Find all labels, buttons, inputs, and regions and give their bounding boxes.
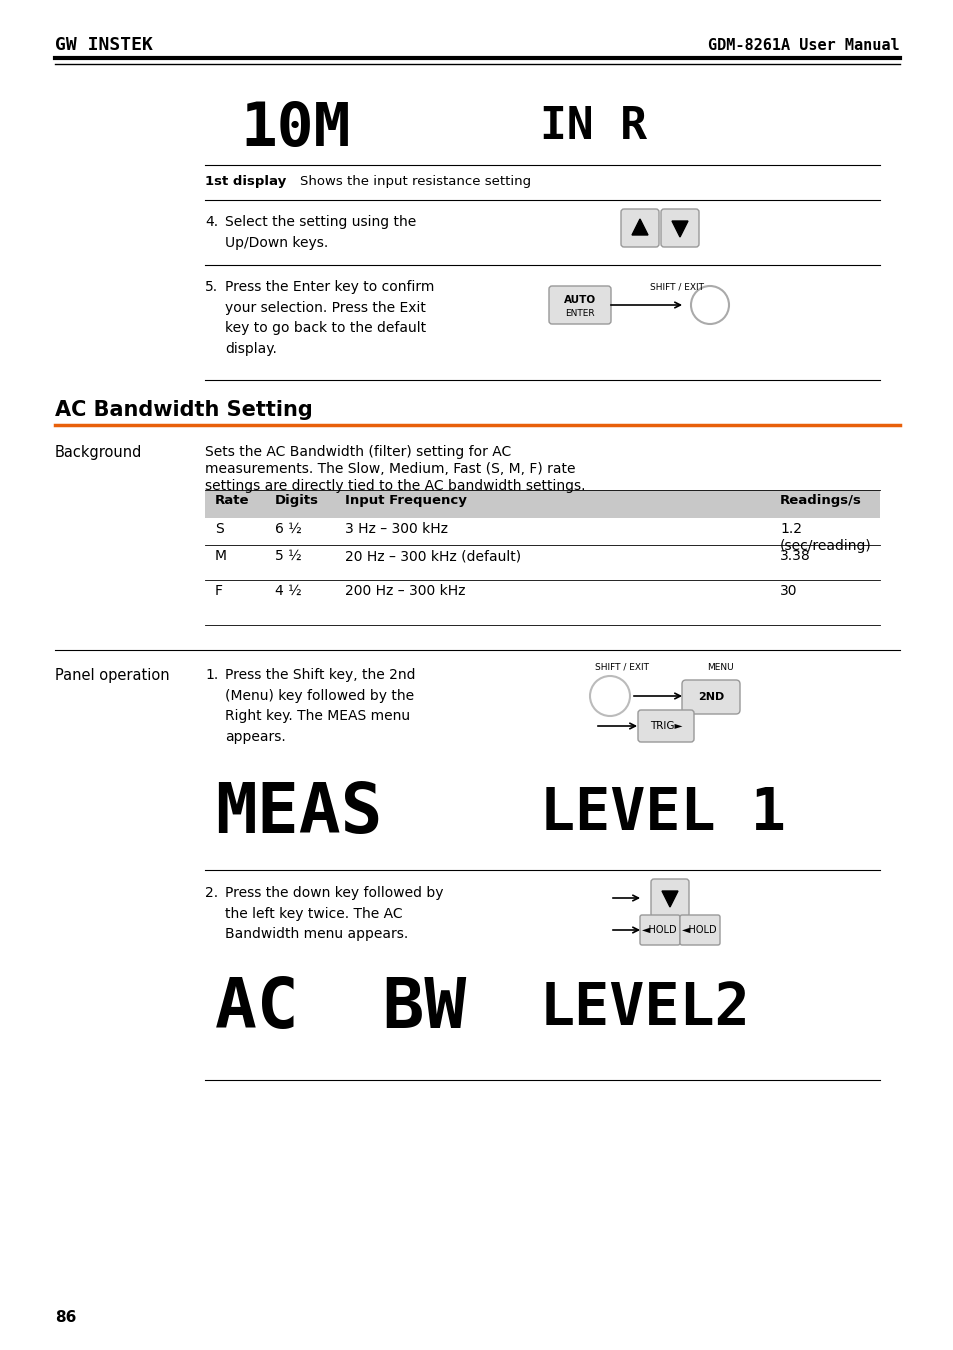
Text: 30: 30 <box>780 585 797 598</box>
FancyBboxPatch shape <box>650 879 688 917</box>
Bar <box>205 490 879 518</box>
Text: Readings/s: Readings/s <box>780 494 861 508</box>
FancyBboxPatch shape <box>638 710 693 742</box>
Text: S: S <box>214 522 224 536</box>
Text: 5 ½: 5 ½ <box>274 549 301 563</box>
Text: 5.: 5. <box>205 279 218 294</box>
Text: Shows the input resistance setting: Shows the input resistance setting <box>299 176 531 188</box>
Text: SHIFT / EXIT: SHIFT / EXIT <box>649 284 703 292</box>
Polygon shape <box>671 221 687 238</box>
Text: measurements. The Slow, Medium, Fast (S, M, F) rate: measurements. The Slow, Medium, Fast (S,… <box>205 462 575 477</box>
Text: 3.38: 3.38 <box>780 549 810 563</box>
Text: Sets the AC Bandwidth (filter) setting for AC: Sets the AC Bandwidth (filter) setting f… <box>205 446 511 459</box>
Text: ENTER: ENTER <box>564 309 594 317</box>
Text: ◄HOLD: ◄HOLD <box>681 925 717 936</box>
FancyBboxPatch shape <box>639 915 679 945</box>
Text: SHIFT / EXIT: SHIFT / EXIT <box>595 663 648 672</box>
Text: Background: Background <box>55 446 142 460</box>
Text: 4 ½: 4 ½ <box>274 585 301 598</box>
FancyBboxPatch shape <box>679 915 720 945</box>
Text: IN R: IN R <box>539 105 646 148</box>
Text: AUTO: AUTO <box>563 296 596 305</box>
Text: settings are directly tied to the AC bandwidth settings.: settings are directly tied to the AC ban… <box>205 479 585 493</box>
Text: MENU: MENU <box>706 663 733 672</box>
Text: 6 ½: 6 ½ <box>274 522 301 536</box>
Text: Press the Shift key, the 2nd
(Menu) key followed by the
Right key. The MEAS menu: Press the Shift key, the 2nd (Menu) key … <box>225 668 416 744</box>
Text: 1.2: 1.2 <box>780 522 801 536</box>
FancyBboxPatch shape <box>660 209 699 247</box>
FancyBboxPatch shape <box>548 286 610 324</box>
Text: 3 Hz – 300 kHz: 3 Hz – 300 kHz <box>345 522 448 536</box>
Text: 86: 86 <box>55 1310 76 1324</box>
Text: Panel operation: Panel operation <box>55 668 170 683</box>
Text: Press the Enter key to confirm
your selection. Press the Exit
key to go back to : Press the Enter key to confirm your sele… <box>225 279 434 356</box>
Text: GDM-8261A User Manual: GDM-8261A User Manual <box>708 38 899 53</box>
Text: GW INSTEK: GW INSTEK <box>55 36 152 54</box>
Text: 20 Hz – 300 kHz (default): 20 Hz – 300 kHz (default) <box>345 549 520 563</box>
Text: Rate: Rate <box>214 494 250 508</box>
Text: AC  BW: AC BW <box>214 975 466 1042</box>
FancyBboxPatch shape <box>620 209 659 247</box>
Text: ◄HOLD: ◄HOLD <box>641 925 677 936</box>
Text: Press the down key followed by
the left key twice. The AC
Bandwidth menu appears: Press the down key followed by the left … <box>225 886 443 941</box>
Polygon shape <box>631 219 647 235</box>
Text: 2.: 2. <box>205 886 218 900</box>
Text: 4.: 4. <box>205 215 218 230</box>
Text: F: F <box>214 585 223 598</box>
FancyBboxPatch shape <box>681 680 740 714</box>
Text: TRIG►: TRIG► <box>649 721 681 730</box>
Text: Input Frequency: Input Frequency <box>345 494 466 508</box>
Text: 1st display: 1st display <box>205 176 286 188</box>
Text: LEVEL 1: LEVEL 1 <box>539 784 785 842</box>
Text: 1.: 1. <box>205 668 218 682</box>
Text: Digits: Digits <box>274 494 318 508</box>
Text: LEVEL2: LEVEL2 <box>539 980 750 1037</box>
Text: MEAS: MEAS <box>214 780 382 846</box>
Text: AC Bandwidth Setting: AC Bandwidth Setting <box>55 400 313 420</box>
Text: (sec/reading): (sec/reading) <box>780 539 871 553</box>
Text: M: M <box>214 549 227 563</box>
Polygon shape <box>661 891 678 907</box>
Text: 10M: 10M <box>240 100 350 159</box>
Text: 2ND: 2ND <box>698 693 723 702</box>
Text: 200 Hz – 300 kHz: 200 Hz – 300 kHz <box>345 585 465 598</box>
Text: Select the setting using the
Up/Down keys.: Select the setting using the Up/Down key… <box>225 215 416 250</box>
